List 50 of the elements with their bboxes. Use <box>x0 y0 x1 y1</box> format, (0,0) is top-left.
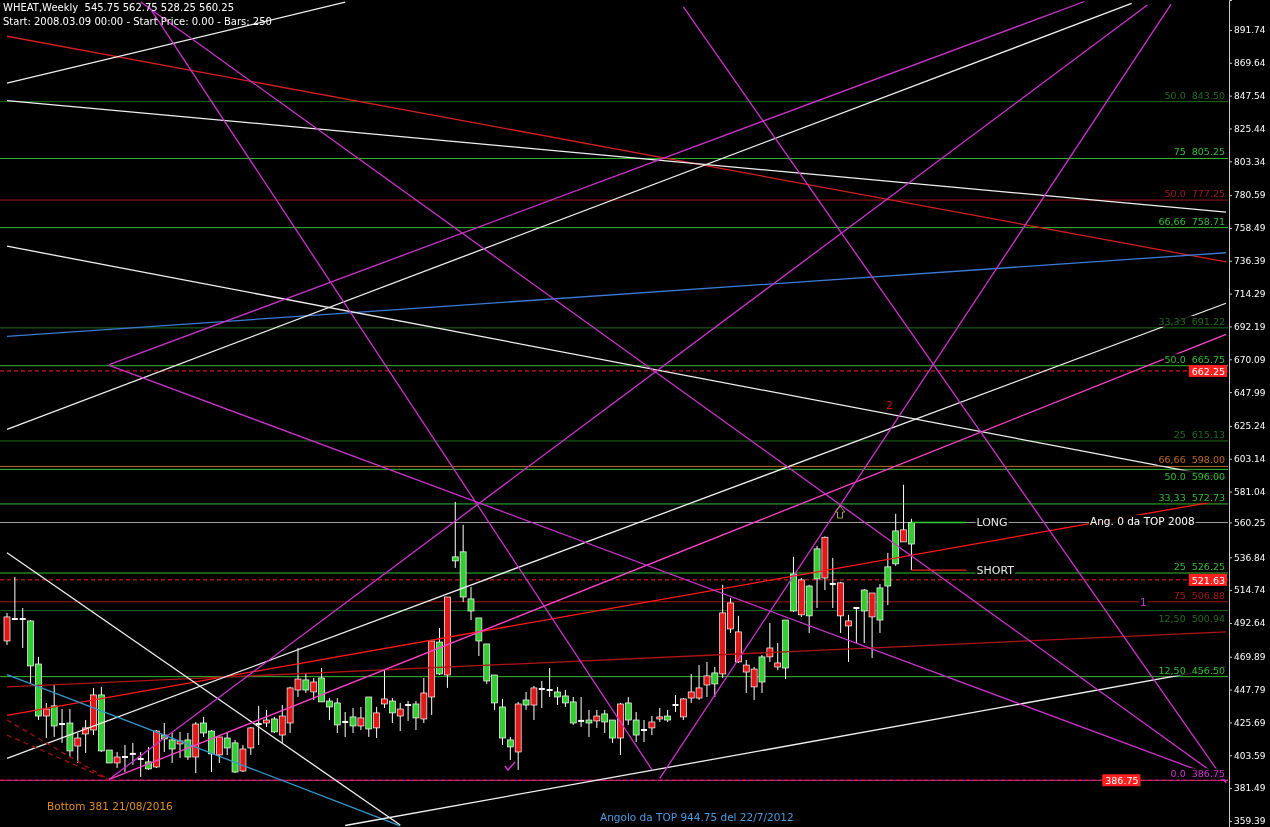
ref-line-label: 75 506.88 <box>1173 589 1225 601</box>
ref-line-label: 33,33 691.22 <box>1158 315 1225 327</box>
annotation: Bottom 381 21/08/2016 <box>47 800 174 812</box>
y-tick-label: 803.34 <box>1234 156 1266 167</box>
y-tick-label: 692.19 <box>1234 321 1266 332</box>
ref-line-label: 50.0 596.00 <box>1164 471 1225 483</box>
y-tick-label: 780.59 <box>1234 190 1266 201</box>
y-tick-label: 469.89 <box>1234 652 1266 663</box>
y-tick-label: 403.59 <box>1234 750 1266 761</box>
y-tick-label: 536.84 <box>1234 552 1266 563</box>
ref-line-label: 50.0 843.50 <box>1164 89 1225 101</box>
ref-line-label: 25 526.25 <box>1173 561 1225 572</box>
annotation: 1 <box>1140 596 1147 608</box>
y-tick-label: 514.74 <box>1234 585 1266 596</box>
y-tick-label: 603.14 <box>1234 454 1266 465</box>
ref-line-label: 25 615.13 <box>1173 428 1225 440</box>
y-tick-label: 492.64 <box>1234 618 1266 629</box>
y-tick-label: 869.64 <box>1234 58 1266 69</box>
ref-line-label: 12,50 500.94 <box>1158 612 1225 624</box>
y-tick-label: 359.39 <box>1234 816 1266 827</box>
y-tick-label: 381.49 <box>1234 783 1266 794</box>
y-tick-label: 581.04 <box>1234 486 1266 497</box>
ref-line-label: 521.63 <box>1191 574 1225 586</box>
y-tick-label: 847.54 <box>1234 91 1266 102</box>
y-tick-label: 425.69 <box>1234 717 1266 728</box>
ref-line-label: 386.75 <box>1105 775 1139 787</box>
y-tick-label: 447.79 <box>1234 684 1266 695</box>
y-tick-label: 625.24 <box>1234 421 1266 432</box>
series-label: LONG <box>976 516 1008 530</box>
ref-line-label: 33,33 572.73 <box>1158 491 1225 503</box>
y-tick-label: 647.99 <box>1234 387 1266 398</box>
series-label: SHORT <box>976 564 1015 578</box>
ref-line-label: 50.0 665.75 <box>1164 353 1225 365</box>
ref-line-label: 66,66 758.71 <box>1158 215 1225 227</box>
ref-line-label: 0.0 386.75 <box>1170 768 1225 780</box>
y-tick-label: 670.09 <box>1234 354 1266 365</box>
annotation: Angolo da TOP 944.75 del 22/7/2012 <box>600 811 794 823</box>
ref-line-label: 66,66 598.00 <box>1158 454 1225 466</box>
y-tick-label: 891.74 <box>1234 25 1266 36</box>
annotation: 2 <box>886 399 893 411</box>
ref-line-label: 75 805.25 <box>1173 146 1225 158</box>
y-tick-label: 560.25 <box>1234 517 1266 528</box>
y-tick-label: 825.44 <box>1234 123 1266 134</box>
annotation: Ang. 0 da TOP 2008 <box>1090 515 1195 527</box>
ref-line-label: 662.25 <box>1191 365 1225 377</box>
y-tick-label: 736.39 <box>1234 256 1266 267</box>
y-tick-label: 758.49 <box>1234 223 1266 234</box>
y-tick-label: 714.29 <box>1234 288 1266 299</box>
ref-line-label: 12,50 456.50 <box>1158 664 1225 676</box>
ref-line-label: 50.0 777.25 <box>1164 188 1225 200</box>
